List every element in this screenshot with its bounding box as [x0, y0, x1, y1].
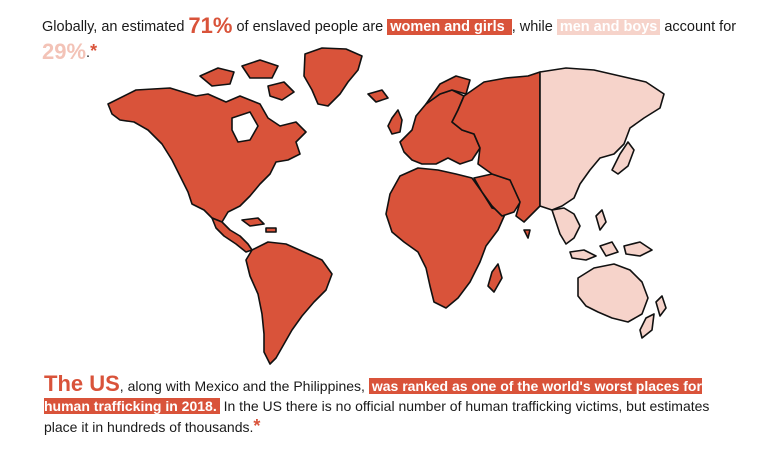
headline: Globally, an estimated 71% of enslaved p… [42, 14, 742, 65]
the-us-label: The US [44, 371, 120, 396]
footer-text-1: , along with Mexico and the Philippines, [119, 378, 369, 394]
caribbean-shape [241, 217, 265, 227]
indonesia-shape [599, 241, 619, 257]
men-percentage: 29% [42, 39, 87, 64]
western-asia-shape [451, 71, 541, 223]
women-girls-label: women and girls [387, 19, 512, 35]
headline-text-2: of enslaved people are [232, 19, 388, 35]
greenland-shape [303, 47, 363, 107]
women-percentage: 71% [188, 13, 233, 38]
eastern-asia-shape [539, 67, 665, 211]
arctic-islands-shape [267, 81, 295, 101]
women-region [107, 47, 541, 365]
men-region [539, 67, 667, 339]
headline-text-1: Globally, an estimated [42, 19, 189, 35]
men-boys-label: men and boys [556, 19, 661, 35]
footer-text: The US, along with Mexico and the Philip… [44, 371, 744, 437]
headline-asterisk: * [90, 41, 98, 61]
headline-text-3: , while [511, 19, 557, 35]
indonesia-shape [569, 249, 597, 261]
arctic-islands-shape [199, 67, 235, 87]
indonesia-shape [623, 241, 653, 257]
footer-text-2: In the US there is no official number of… [44, 398, 710, 435]
sri-lanka-shape [523, 229, 531, 239]
headline-period: . [86, 45, 91, 61]
scandinavia-shape [425, 75, 471, 105]
headline-text-4: account for [660, 19, 737, 35]
new-zealand-shape [655, 295, 667, 317]
south-america-shape [245, 241, 333, 365]
north-america-shape [107, 87, 307, 223]
philippines-shape [595, 209, 607, 231]
uk-shape [387, 109, 403, 135]
australia-shape [577, 263, 649, 323]
caribbean-shape [265, 227, 277, 233]
arctic-islands-shape [241, 59, 279, 79]
madagascar-shape [487, 263, 503, 293]
southeast-asia-shape [551, 207, 581, 245]
japan-shape [611, 141, 635, 175]
new-zealand-shape [639, 313, 655, 339]
iceland-shape [367, 89, 389, 103]
hudson-bay-shape [231, 111, 259, 143]
africa-shape [385, 167, 507, 309]
footer-asterisk: * [253, 416, 261, 436]
world-map [107, 47, 667, 365]
